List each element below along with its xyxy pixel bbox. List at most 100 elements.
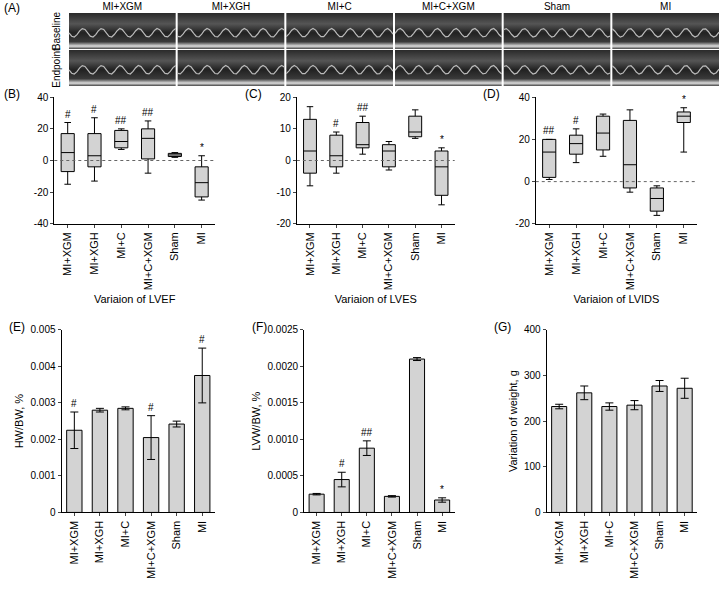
svg-text:#: #	[148, 402, 154, 413]
svg-text:MI+XGM: MI+XGM	[68, 521, 80, 565]
svg-text:Sham: Sham	[409, 232, 421, 261]
svg-text:MI+C: MI+C	[115, 232, 127, 259]
svg-text:0: 0	[524, 176, 530, 187]
svg-text:(E): (E)	[9, 320, 25, 334]
svg-text:Sham: Sham	[653, 521, 665, 550]
svg-text:Sham: Sham	[411, 521, 423, 550]
svg-text:MI: MI	[660, 1, 671, 12]
svg-text:MI+C: MI+C	[597, 232, 609, 259]
svg-text:0.004: 0.004	[31, 361, 56, 372]
svg-text:0: 0	[50, 507, 56, 518]
svg-text:0: 0	[43, 155, 49, 166]
svg-text:MI+XGM: MI+XGM	[543, 232, 555, 276]
svg-text:##: ##	[115, 115, 127, 126]
svg-text:0.0025: 0.0025	[267, 324, 298, 335]
svg-text:MI: MI	[677, 232, 689, 244]
svg-text:-10: -10	[276, 187, 291, 198]
svg-text:0.002: 0.002	[31, 434, 56, 445]
svg-text:40: 40	[519, 92, 531, 103]
svg-text:20: 20	[519, 134, 531, 145]
svg-text:100: 100	[524, 461, 541, 472]
svg-text:MI+C+XGM: MI+C+XGM	[382, 232, 394, 290]
svg-text:300: 300	[524, 370, 541, 381]
svg-text:MI+C: MI+C	[328, 1, 352, 12]
svg-text:MI+C+XGM: MI+C+XGM	[628, 521, 640, 579]
svg-text:MI+XGM: MI+XGM	[102, 1, 142, 12]
svg-text:0.001: 0.001	[31, 470, 56, 481]
svg-text:Baseline: Baseline	[51, 11, 62, 50]
svg-text:LVW/BW, %: LVW/BW, %	[250, 391, 262, 450]
svg-text:*: *	[682, 94, 686, 105]
svg-text:0.0020: 0.0020	[267, 361, 298, 372]
svg-text:#: #	[199, 334, 205, 345]
svg-text:##: ##	[357, 102, 369, 113]
svg-text:*: *	[200, 142, 204, 153]
svg-text:200: 200	[524, 416, 541, 427]
svg-text:MI+C+XGM: MI+C+XGM	[386, 521, 398, 579]
svg-text:Variaion of LVES: Variaion of LVES	[335, 293, 417, 305]
svg-text:MI+C: MI+C	[119, 521, 131, 548]
svg-text:Variaion of LVEF: Variaion of LVEF	[94, 293, 176, 305]
svg-text:MI: MI	[196, 521, 208, 533]
svg-text:20: 20	[280, 92, 292, 103]
svg-text:MI+XGM: MI+XGM	[304, 232, 316, 276]
svg-text:HW/BW, %: HW/BW, %	[13, 394, 25, 449]
svg-text:MI+XGH: MI+XGH	[212, 1, 251, 12]
svg-text:#: #	[91, 104, 97, 115]
svg-text:Endpoint: Endpoint	[51, 48, 62, 88]
svg-text:MI+XGH: MI+XGH	[88, 232, 100, 275]
svg-text:0.0010: 0.0010	[267, 434, 298, 445]
svg-text:20: 20	[37, 123, 49, 134]
svg-text:#: #	[573, 115, 579, 126]
svg-text:#: #	[333, 118, 339, 129]
svg-text:MI+XGH: MI+XGH	[578, 521, 590, 564]
svg-text:(G): (G)	[494, 320, 511, 334]
svg-text:MI+C+XGM: MI+C+XGM	[422, 1, 475, 12]
svg-text:(D): (D)	[483, 87, 500, 101]
svg-text:MI+C+XGM: MI+C+XGM	[142, 232, 154, 290]
svg-text:MI: MI	[436, 521, 448, 533]
svg-text:MI+C: MI+C	[360, 521, 372, 548]
svg-text:MI+C: MI+C	[603, 521, 615, 548]
svg-text:*: *	[440, 134, 444, 145]
svg-text:Sham: Sham	[168, 232, 180, 261]
svg-text:MI+XGM: MI+XGM	[553, 521, 565, 565]
svg-text:MI+XGH: MI+XGH	[335, 521, 347, 564]
svg-text:Sham: Sham	[650, 232, 662, 261]
svg-text:(B): (B)	[4, 87, 20, 101]
svg-text:##: ##	[543, 125, 555, 136]
svg-text:40: 40	[37, 92, 49, 103]
svg-text:Variaion of LVIDS: Variaion of LVIDS	[574, 293, 660, 305]
svg-text:MI+XGH: MI+XGH	[330, 232, 342, 275]
svg-text:0.003: 0.003	[31, 397, 56, 408]
svg-text:(F): (F)	[252, 320, 267, 334]
svg-text:-20: -20	[515, 218, 530, 229]
svg-text:0.005: 0.005	[31, 324, 56, 335]
svg-text:##: ##	[142, 107, 154, 118]
svg-text:MI+C: MI+C	[356, 232, 368, 259]
svg-text:*: *	[440, 484, 444, 495]
svg-text:MI+XGM: MI+XGM	[310, 521, 322, 565]
svg-text:0: 0	[293, 507, 299, 518]
svg-text:##: ##	[361, 427, 373, 438]
svg-text:0: 0	[285, 155, 291, 166]
svg-text:400: 400	[524, 324, 541, 335]
svg-text:Sham: Sham	[544, 1, 570, 12]
svg-text:MI: MI	[678, 521, 690, 533]
svg-text:#: #	[71, 398, 77, 409]
svg-text:MI+XGM: MI+XGM	[61, 232, 73, 276]
svg-text:0.0005: 0.0005	[267, 470, 298, 481]
svg-text:MI+XGH: MI+XGH	[93, 521, 105, 564]
svg-text:MI: MI	[435, 232, 447, 244]
svg-text:MI+XGH: MI+XGH	[570, 232, 582, 275]
svg-text:(C): (C)	[245, 87, 262, 101]
svg-text:0: 0	[535, 507, 541, 518]
svg-text:10: 10	[280, 123, 292, 134]
svg-text:-40: -40	[34, 218, 49, 229]
svg-text:Sham: Sham	[170, 521, 182, 550]
svg-text:0.0015: 0.0015	[267, 397, 298, 408]
svg-text:MI+C+XGM: MI+C+XGM	[145, 521, 157, 579]
svg-text:#: #	[339, 458, 345, 469]
svg-text:(A): (A)	[4, 1, 20, 15]
svg-text:MI: MI	[195, 232, 207, 244]
